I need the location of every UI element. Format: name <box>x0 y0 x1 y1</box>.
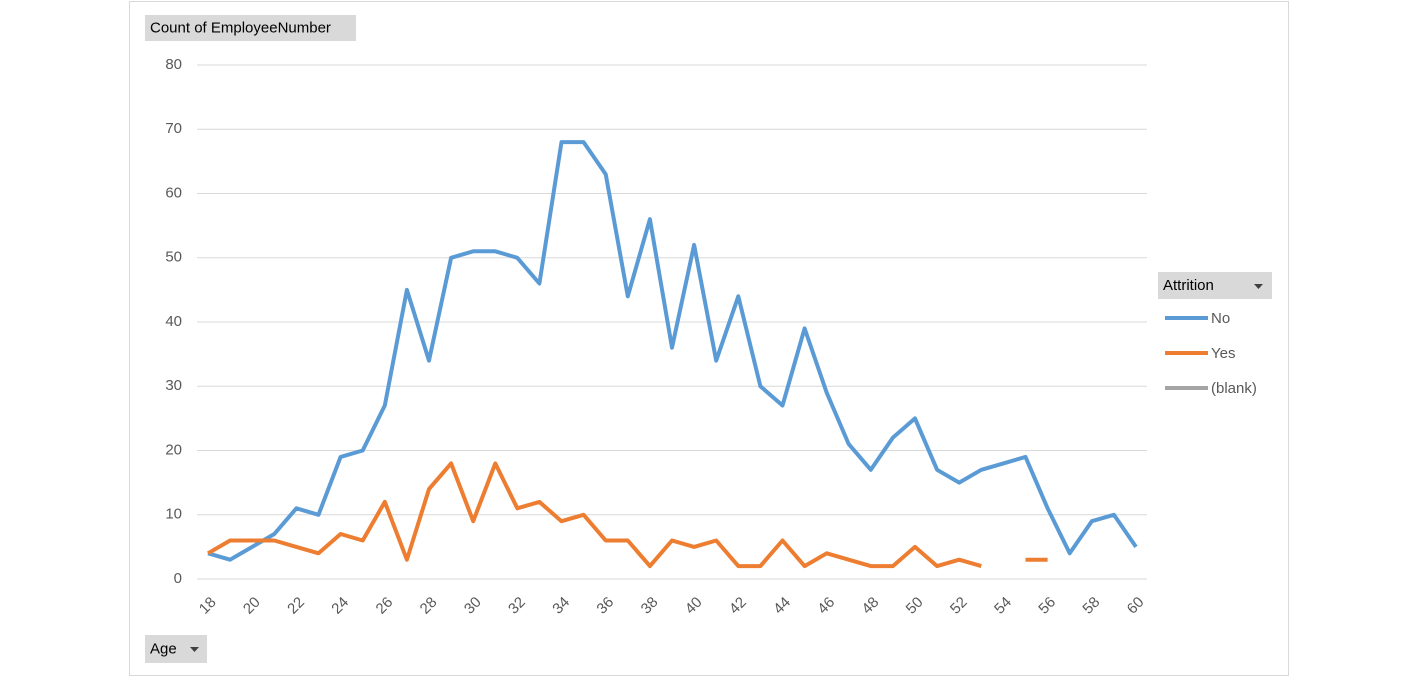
dropdown-arrow <box>1254 284 1263 289</box>
legend-label: Yes <box>1211 345 1235 362</box>
y-tick-label: 0 <box>174 570 182 587</box>
chart-border <box>129 1 1289 676</box>
legend-label: No <box>1211 310 1230 327</box>
axis-field-button[interactable]: Age <box>145 635 207 663</box>
value-field-button[interactable]: Count of EmployeeNumber <box>145 15 356 41</box>
data-line <box>206 461 1048 569</box>
y-tick-label: 50 <box>165 249 182 266</box>
dropdown-arrow <box>190 647 199 652</box>
y-tick-label: 70 <box>165 120 182 137</box>
legend-label: (blank) <box>1211 380 1257 397</box>
y-tick-label: 20 <box>165 441 182 458</box>
y-tick-label: 80 <box>165 56 182 73</box>
legend-field-button[interactable]: Attrition <box>1158 272 1272 299</box>
y-tick-label: 10 <box>165 506 182 523</box>
y-tick-label: 30 <box>165 377 182 394</box>
x-axis-label: Age <box>150 640 177 657</box>
y-tick-label: 40 <box>165 313 182 330</box>
legend-title: Attrition <box>1163 277 1214 294</box>
field-button-bg <box>1158 272 1272 299</box>
y-tick-label: 60 <box>165 184 182 201</box>
field-button-bg <box>145 15 356 41</box>
y-axis-label: Count of EmployeeNumber <box>150 19 331 36</box>
data-line <box>207 140 1138 562</box>
